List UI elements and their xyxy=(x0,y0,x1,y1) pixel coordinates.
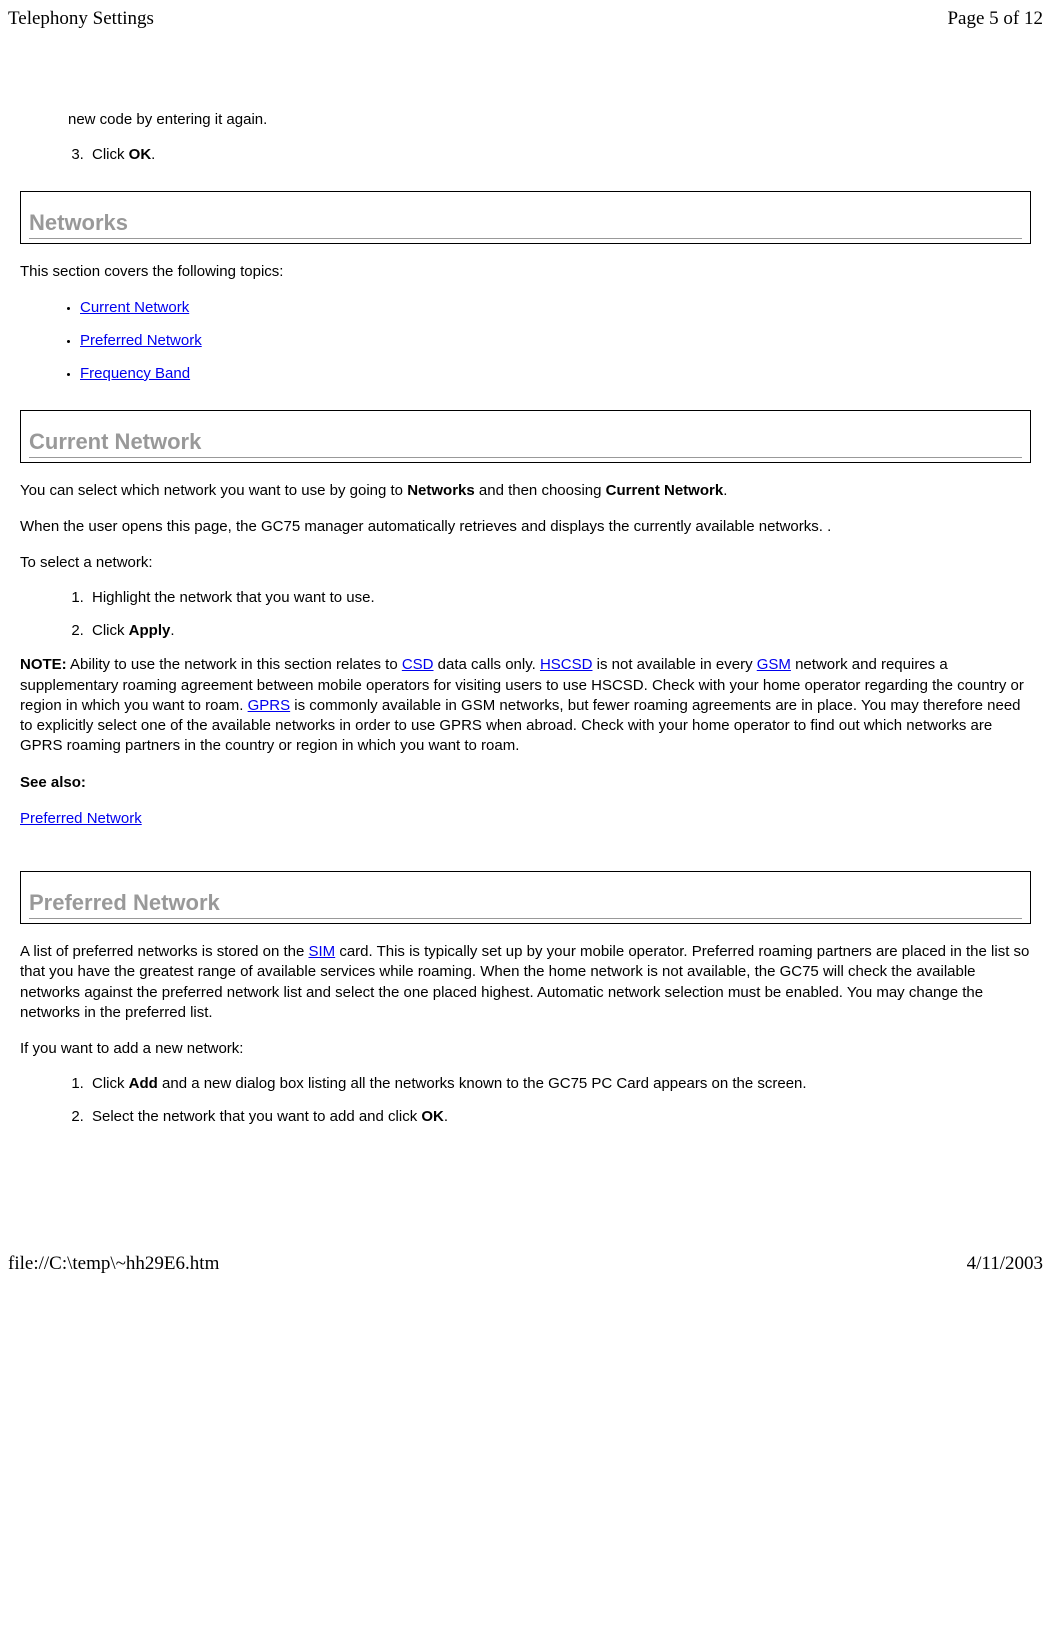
pn-step-2: Select the network that you want to add … xyxy=(88,1108,1031,1125)
current-network-p1: You can select which network you want to… xyxy=(20,481,1031,501)
link-see-also-preferred[interactable]: Preferred Network xyxy=(20,810,142,827)
current-network-p2: When the user opens this page, the GC75 … xyxy=(20,517,1031,537)
header-title: Telephony Settings xyxy=(8,8,154,30)
bullet-preferred-network: Preferred Network xyxy=(80,332,1031,349)
current-network-note: NOTE: Ability to use the network in this… xyxy=(20,655,1031,756)
cn-step-1: Highlight the network that you want to u… xyxy=(88,589,1031,606)
link-frequency-band[interactable]: Frequency Band xyxy=(80,365,190,382)
link-preferred-network[interactable]: Preferred Network xyxy=(80,332,202,349)
preferred-network-p1: A list of preferred networks is stored o… xyxy=(20,942,1031,1023)
footer-date: 4/11/2003 xyxy=(967,1253,1043,1275)
pn-step-1: Click Add and a new dialog box listing a… xyxy=(88,1075,1031,1092)
bullet-frequency-band: Frequency Band xyxy=(80,365,1031,382)
see-also-para: Preferred Network xyxy=(20,809,1031,829)
footer-path: file://C:\temp\~hh29E6.htm xyxy=(8,1253,219,1275)
preferred-network-p2: If you want to add a new network: xyxy=(20,1039,1031,1059)
header-page: Page 5 of 12 xyxy=(947,8,1043,30)
link-sim[interactable]: SIM xyxy=(308,943,335,960)
current-network-heading: Current Network xyxy=(20,410,1031,463)
link-gprs[interactable]: GPRS xyxy=(248,697,291,714)
continuation-text: new code by entering it again. xyxy=(20,110,1031,130)
link-current-network[interactable]: Current Network xyxy=(80,299,189,316)
networks-heading: Networks xyxy=(20,191,1031,244)
cn-step-2: Click Apply. xyxy=(88,622,1031,639)
bullet-current-network: Current Network xyxy=(80,299,1031,316)
preferred-network-heading: Preferred Network xyxy=(20,871,1031,924)
step-3: Click OK. xyxy=(88,146,1031,163)
networks-intro: This section covers the following topics… xyxy=(20,262,1031,282)
link-gsm[interactable]: GSM xyxy=(757,656,791,673)
link-csd[interactable]: CSD xyxy=(402,656,434,673)
see-also-label: See also: xyxy=(20,773,1031,793)
current-network-p3: To select a network: xyxy=(20,553,1031,573)
link-hscsd[interactable]: HSCSD xyxy=(540,656,593,673)
